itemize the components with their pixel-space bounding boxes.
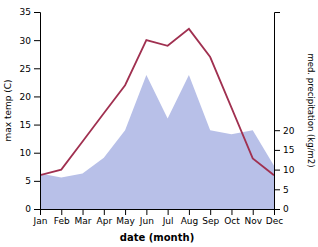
tick: 0 bbox=[25, 204, 40, 214]
tick-mark bbox=[274, 189, 280, 190]
tick-mark bbox=[34, 209, 40, 210]
tick-label: May bbox=[116, 216, 135, 226]
tick: 10 bbox=[274, 165, 295, 175]
tick: 15 bbox=[274, 145, 294, 155]
tick-label: 0 bbox=[25, 204, 31, 214]
tick: Nov bbox=[244, 209, 262, 226]
tick-label: 25 bbox=[20, 64, 31, 74]
tick-mark bbox=[253, 209, 254, 215]
tick-label: Apr bbox=[97, 216, 113, 226]
tick-mark bbox=[34, 68, 40, 69]
tick: 20 bbox=[274, 126, 295, 136]
tick-mark bbox=[34, 153, 40, 154]
tick-mark bbox=[274, 209, 280, 210]
tick-label: 20 bbox=[283, 126, 295, 136]
tick-mark bbox=[34, 125, 40, 126]
tick: Sep bbox=[202, 209, 219, 226]
tick-label: Aug bbox=[181, 216, 199, 226]
tick: Jan bbox=[33, 209, 48, 226]
marks bbox=[40, 29, 274, 209]
tick-mark bbox=[168, 209, 169, 215]
axis-line bbox=[41, 210, 275, 216]
tick-mark bbox=[34, 12, 40, 13]
tick-mark bbox=[274, 130, 280, 131]
tick-label: 10 bbox=[20, 148, 32, 158]
x-axis: Jan Feb Mar AprMay Jun Jul AugSep Oct Nov Dec bbox=[33, 209, 284, 226]
tick: Jul bbox=[162, 209, 174, 226]
temp-line bbox=[40, 29, 274, 175]
tick: 5 bbox=[25, 176, 40, 186]
tick-mark bbox=[274, 170, 280, 171]
tick-mark bbox=[83, 209, 84, 215]
tick: 35 bbox=[20, 7, 40, 17]
tick: 15 bbox=[20, 120, 40, 130]
tick-label: Jul bbox=[162, 216, 174, 226]
tick-label: 30 bbox=[20, 36, 32, 46]
tick-label: 20 bbox=[20, 92, 32, 102]
y2-axis: 0 5 10 15 20 bbox=[274, 13, 295, 215]
tick-mark bbox=[34, 40, 40, 41]
tick: Aug bbox=[181, 209, 199, 226]
tick-label: Oct bbox=[224, 216, 240, 226]
tick: May bbox=[116, 209, 135, 226]
tick: Mar bbox=[75, 209, 92, 226]
tick-mark bbox=[146, 209, 147, 215]
tick-mark bbox=[210, 209, 211, 215]
tick-label: 10 bbox=[283, 165, 295, 175]
tick: 20 bbox=[20, 92, 40, 102]
axis-line bbox=[275, 13, 281, 210]
tick: 30 bbox=[20, 36, 40, 46]
tick-label: Feb bbox=[54, 216, 70, 226]
tick-mark bbox=[189, 209, 190, 215]
tick-mark bbox=[104, 209, 105, 215]
tick: Jun bbox=[139, 209, 154, 226]
tick-label: 0 bbox=[283, 204, 289, 214]
tick: 5 bbox=[274, 185, 289, 195]
tick-mark bbox=[34, 96, 40, 97]
tick-label: Jan bbox=[33, 216, 48, 226]
tick-mark bbox=[125, 209, 126, 215]
tick-label: 15 bbox=[283, 145, 294, 155]
tick-mark bbox=[274, 150, 280, 151]
tick-mark bbox=[34, 181, 40, 182]
tick: Oct bbox=[224, 209, 240, 226]
tick-label: Mar bbox=[75, 216, 92, 226]
tick-label: Jun bbox=[139, 216, 154, 226]
chart: JanFebMarAprMayJunJulAugSepOctNovDec0510… bbox=[0, 0, 318, 247]
tick-label: 5 bbox=[25, 176, 31, 186]
tick-mark bbox=[231, 209, 232, 215]
tick: 10 bbox=[20, 148, 40, 158]
y-axis-title: max temp (C) bbox=[3, 79, 13, 141]
tick: Dec bbox=[266, 209, 283, 226]
tick-label: Nov bbox=[244, 216, 262, 226]
x-axis-title: date (month) bbox=[120, 232, 194, 243]
tick: Apr bbox=[97, 209, 113, 226]
tick: Feb bbox=[54, 209, 70, 226]
tick: 25 bbox=[20, 64, 40, 74]
plot: JanFebMarAprMayJunJulAugSepOctNovDec0510… bbox=[20, 7, 295, 226]
tick-label: 5 bbox=[283, 185, 289, 195]
tick-mark bbox=[61, 209, 62, 215]
y2-axis-title: med. precipitation (kg/m2) bbox=[306, 53, 316, 167]
precip-area bbox=[40, 75, 274, 209]
tick-label: 15 bbox=[20, 120, 31, 130]
tick-label: Sep bbox=[202, 216, 219, 226]
tick: 0 bbox=[274, 204, 289, 214]
axis-line bbox=[34, 13, 41, 210]
tick-label: Dec bbox=[266, 216, 283, 226]
tick-label: 35 bbox=[20, 7, 31, 17]
y-axis: 0 5 10 15 20 25 30 35 bbox=[20, 7, 41, 214]
